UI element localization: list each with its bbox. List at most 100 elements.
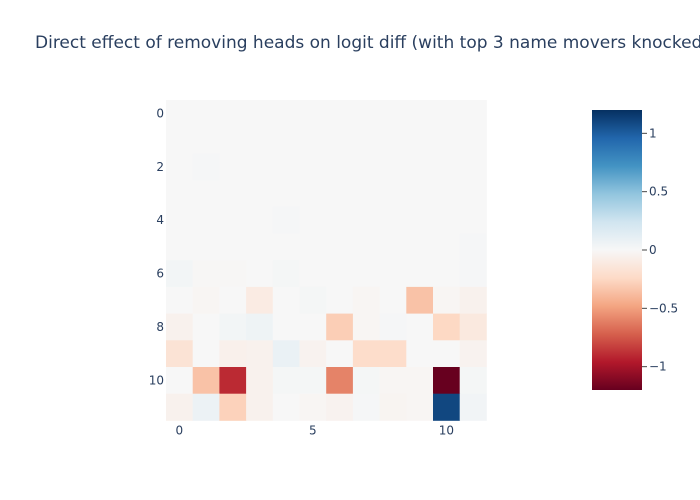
heatmap-cell bbox=[299, 206, 327, 234]
heatmap-cell bbox=[299, 260, 327, 288]
heatmap-cell bbox=[326, 180, 354, 208]
heatmap-cell bbox=[459, 126, 487, 154]
heatmap-cell bbox=[406, 313, 434, 341]
heatmap-cell bbox=[166, 260, 194, 288]
heatmap-cell bbox=[299, 233, 327, 261]
heatmap-cell bbox=[166, 126, 194, 154]
y-tick-label: 10 bbox=[149, 373, 164, 387]
heatmap-cell bbox=[299, 313, 327, 341]
heatmap-cell bbox=[352, 153, 380, 181]
heatmap-cell bbox=[352, 206, 380, 234]
heatmap-cell bbox=[219, 180, 247, 208]
heatmap-cell bbox=[166, 180, 194, 208]
heatmap-cell bbox=[166, 100, 194, 128]
heatmap-cell bbox=[246, 153, 274, 181]
heatmap-cell bbox=[379, 260, 407, 288]
heatmap-cell bbox=[326, 340, 354, 368]
heatmap-cell bbox=[272, 393, 300, 421]
heatmap-cell bbox=[433, 260, 461, 288]
heatmap-cell bbox=[433, 367, 461, 395]
heatmap-cell bbox=[299, 393, 327, 421]
x-tick-label: 5 bbox=[309, 423, 317, 437]
heatmap-cell bbox=[192, 206, 220, 234]
heatmap-cell bbox=[272, 153, 300, 181]
heatmap-cell bbox=[379, 206, 407, 234]
heatmap-cell bbox=[352, 367, 380, 395]
heatmap-cell bbox=[326, 153, 354, 181]
heatmap-cell bbox=[379, 100, 407, 128]
heatmap-cell bbox=[246, 313, 274, 341]
heatmap-cell bbox=[246, 233, 274, 261]
heatmap-cell bbox=[192, 367, 220, 395]
heatmap-cell bbox=[166, 206, 194, 234]
heatmap-cell bbox=[459, 260, 487, 288]
heatmap-cell bbox=[166, 233, 194, 261]
heatmap-cell bbox=[166, 393, 194, 421]
colorbar-tick-label: 0 bbox=[649, 243, 657, 257]
heatmap-cell bbox=[433, 180, 461, 208]
y-tick-label: 0 bbox=[156, 106, 164, 120]
heatmap-cell bbox=[326, 260, 354, 288]
heatmap-cell bbox=[246, 126, 274, 154]
heatmap-cell bbox=[379, 153, 407, 181]
heatmap-cell bbox=[192, 260, 220, 288]
colorbar-tick-label: 1 bbox=[649, 126, 657, 140]
heatmap-cell bbox=[166, 286, 194, 314]
heatmap-cell bbox=[272, 260, 300, 288]
heatmap-cell bbox=[219, 393, 247, 421]
chart-title: Direct effect of removing heads on logit… bbox=[35, 33, 700, 53]
heatmap-cell bbox=[219, 286, 247, 314]
heatmap-cell bbox=[272, 340, 300, 368]
heatmap-cell bbox=[219, 126, 247, 154]
heatmap-cell bbox=[166, 367, 194, 395]
heatmap-cell bbox=[406, 260, 434, 288]
heatmap-cell bbox=[406, 286, 434, 314]
heatmap-cell bbox=[219, 313, 247, 341]
heatmap-cell bbox=[379, 286, 407, 314]
heatmap-cell bbox=[379, 233, 407, 261]
heatmap-cell bbox=[166, 313, 194, 341]
heatmap-cell bbox=[406, 233, 434, 261]
heatmap-cell bbox=[299, 153, 327, 181]
heatmap-cell bbox=[406, 206, 434, 234]
heatmap-cell bbox=[192, 340, 220, 368]
heatmap-cell bbox=[326, 286, 354, 314]
heatmap-cell bbox=[352, 260, 380, 288]
heatmap-cell bbox=[406, 393, 434, 421]
heatmap-cell bbox=[406, 153, 434, 181]
heatmap-grid bbox=[166, 100, 487, 421]
heatmap-cell bbox=[246, 260, 274, 288]
heatmap-cell bbox=[433, 340, 461, 368]
heatmap-cell bbox=[352, 393, 380, 421]
heatmap-cell bbox=[326, 100, 354, 128]
heatmap-cell bbox=[326, 206, 354, 234]
heatmap-cell bbox=[192, 126, 220, 154]
heatmap-cell bbox=[246, 286, 274, 314]
heatmap-cell bbox=[192, 180, 220, 208]
heatmap-cell bbox=[326, 367, 354, 395]
heatmap-cell bbox=[246, 100, 274, 128]
heatmap-cell bbox=[326, 313, 354, 341]
heatmap-cell bbox=[433, 233, 461, 261]
heatmap-cell bbox=[166, 340, 194, 368]
heatmap-cell bbox=[272, 286, 300, 314]
heatmap-cell bbox=[379, 180, 407, 208]
heatmap-cell bbox=[246, 340, 274, 368]
heatmap-cell bbox=[272, 233, 300, 261]
heatmap-cell bbox=[406, 367, 434, 395]
heatmap-cell bbox=[246, 180, 274, 208]
colorbar-tick-label: −0.5 bbox=[649, 301, 678, 315]
heatmap-cell bbox=[326, 393, 354, 421]
heatmap-cell bbox=[192, 233, 220, 261]
heatmap-cell bbox=[192, 286, 220, 314]
heatmap-cell bbox=[352, 286, 380, 314]
heatmap-cell bbox=[219, 233, 247, 261]
heatmap-cell bbox=[246, 206, 274, 234]
heatmap-cell bbox=[459, 340, 487, 368]
heatmap-cell bbox=[299, 100, 327, 128]
heatmap-cell bbox=[246, 393, 274, 421]
heatmap-cell bbox=[379, 393, 407, 421]
heatmap-cell bbox=[406, 340, 434, 368]
y-tick-label: 8 bbox=[156, 320, 164, 334]
